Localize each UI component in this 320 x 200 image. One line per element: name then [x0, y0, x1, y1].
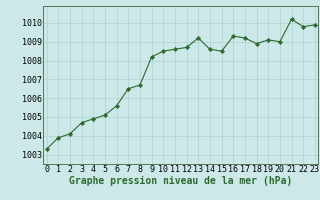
- X-axis label: Graphe pression niveau de la mer (hPa): Graphe pression niveau de la mer (hPa): [69, 176, 292, 186]
